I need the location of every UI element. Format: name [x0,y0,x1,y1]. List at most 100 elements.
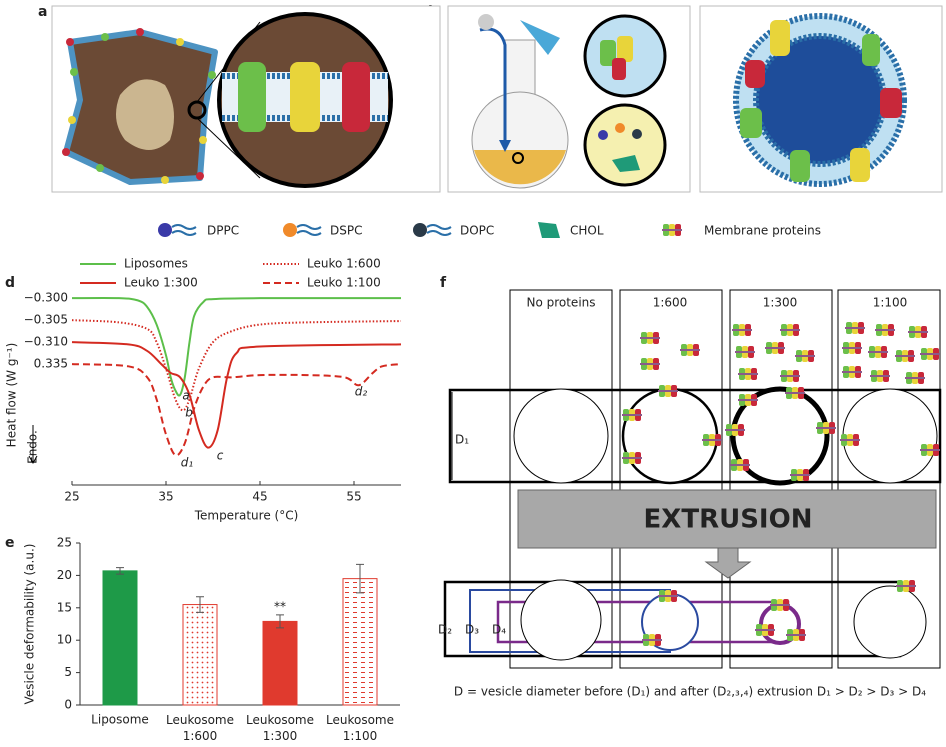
y-tick-label: 0 [64,698,72,712]
legend-label: DOPC [460,224,494,238]
x-tick-label: 25 [64,490,79,504]
synthesis-illustration-part [499,140,511,152]
cell-illustration [51,5,441,193]
cell-illustration-part-part [161,176,169,184]
liposome-illustration-part [745,60,765,88]
legend-icon-part [426,224,452,236]
legend-icon-part [158,223,172,237]
protein-icon [842,366,862,378]
y-tick-label: 20 [57,568,72,582]
protein-icon [908,326,928,338]
cell-illustration-part-part [199,136,207,144]
protein-icon [816,422,836,434]
cell-illustration-part [290,62,320,132]
curve-label: a [182,389,189,403]
liposome-illustration-part [740,108,762,138]
protein-icon [795,350,815,362]
protein-icon [622,452,642,464]
protein-icon [640,332,660,344]
step-label: EXTRUSION [644,505,813,535]
x-tick-label-part: 1:600 [183,729,218,743]
synthesis-illustration-part [600,40,616,66]
legend-label: Liposomes [124,257,188,271]
column-header: 1:600 [653,296,688,310]
error-bar [356,563,364,594]
column-header: 1:300 [763,296,798,310]
x-tick-label: Leukosome 1:100 [326,713,394,743]
x-tick-label: Leukosome 1:300 [246,713,314,743]
line-series [71,319,402,412]
protein-icon [875,324,895,336]
error-bar [196,596,204,613]
caption: D = vesicle diameter before (D₁) and aft… [454,685,926,699]
y-tick-label: 25 [57,536,72,550]
panel-label: e [5,535,15,551]
error-bar [276,614,284,629]
y-tick-label: 5 [64,665,72,679]
cell-illustration-part-part [176,38,184,46]
protein-icon [920,348,940,360]
protein-icon [868,346,888,358]
cell-illustration-part [116,79,174,150]
extrusion-diagram-part [730,386,830,486]
extrusion-diagram-part [704,547,752,579]
x-tick-label: 55 [346,490,361,504]
legend-label: Membrane proteins [704,224,821,238]
protein-icon [730,459,750,471]
y-tick-label: 15 [57,600,72,614]
synthesis-illustration-part [478,14,494,30]
endo-arrow [28,425,38,465]
protein-icon [735,346,755,358]
protein-icon [755,624,775,636]
cell-illustration-part-part [96,164,104,172]
extrusion-diagram-part [619,289,723,669]
protein-icon [790,469,810,481]
diameter-label: D₁ [455,433,469,447]
diameter-label: D₂ [438,623,452,637]
curve-label: d₂ [355,385,368,399]
cell-illustration-part [342,62,370,132]
liposome-illustration-part [770,20,790,56]
extrusion-diagram-part [448,388,942,484]
legend-icon-part [413,223,427,237]
curve-label: d₁ [181,456,194,470]
extrusion-diagram-part [729,289,833,669]
cell-illustration-part-part [196,172,204,180]
protein-icon [765,342,785,354]
protein-icon [732,324,752,336]
synthesis-illustration-part [520,20,560,55]
synthesis-illustration-part [612,58,626,80]
synthesis-illustration-part [598,130,608,140]
liposome-illustration-part [850,148,870,182]
extrusion-diagram-part [517,489,937,549]
synthesis-illustration-part [632,129,642,139]
x-tick-label-part: 1:100 [343,729,378,743]
y-tick-label: −0.310 [24,335,68,349]
protein-icon [920,444,940,456]
protein-icon [845,322,865,334]
legend-label: DSPC [330,224,362,238]
synthesis-illustration-part [512,152,524,164]
column-header: 1:100 [873,296,908,310]
protein-icon [680,344,700,356]
cell-illustration-part-part [62,148,70,156]
x-tick-label-part: Leukosome [166,713,234,727]
synthesis-illustration-part [617,36,633,62]
x-tick-label: 35 [158,490,173,504]
charts: 25 35 45 55 −0.300 −0.305 −0.310 0.335 Temperatu… [5,257,402,743]
legend-label: Leuko 1:600 [307,257,381,271]
cell-illustration-part-part [68,116,76,124]
protein-icon [905,372,925,384]
protein-icon [785,387,805,399]
synthesis-illustration-part [615,123,625,133]
extrusion-diagram-part [621,387,719,485]
extrusion-diagram-part [520,579,602,661]
legend-icon-part [283,223,297,237]
cell-illustration-part [238,62,266,132]
protein-icon [642,634,662,646]
liposome-illustration-part [790,150,810,182]
y-tick-label: −0.300 [24,291,68,305]
legend-icon-part [538,222,560,238]
bar [342,578,378,706]
